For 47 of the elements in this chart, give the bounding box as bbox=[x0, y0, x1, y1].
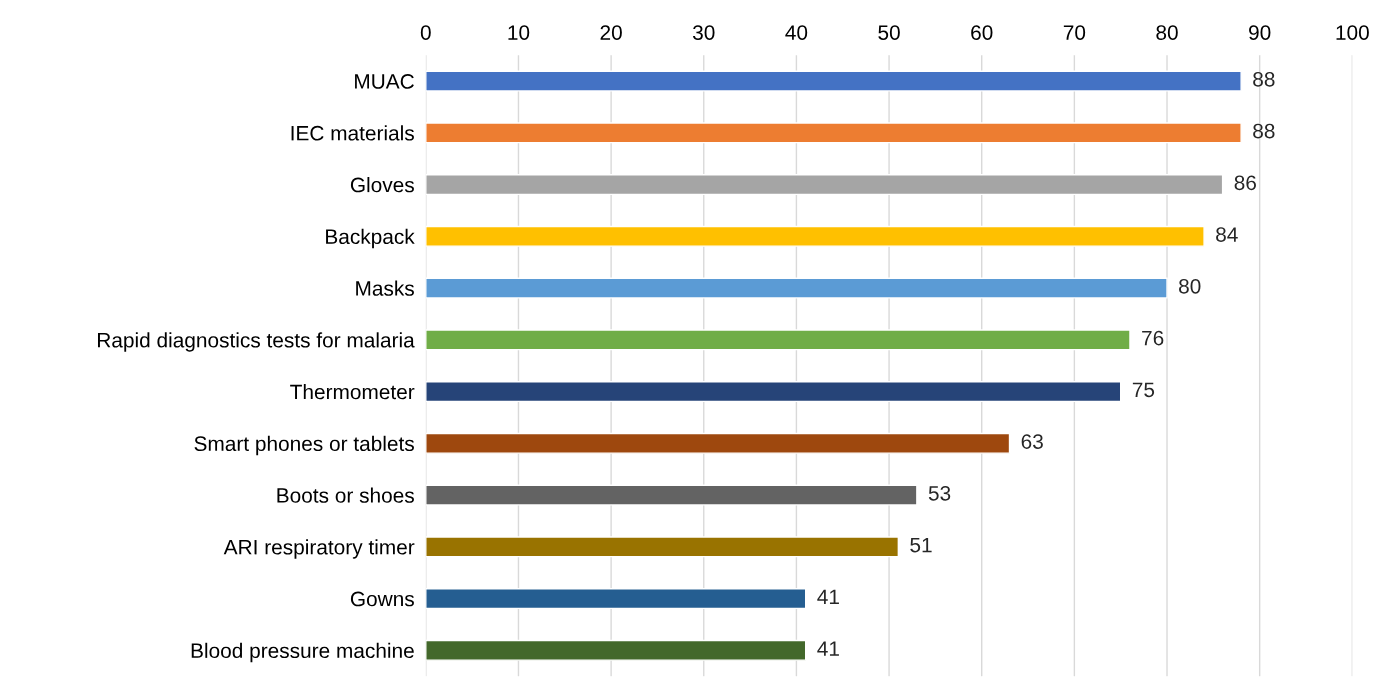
y-tick-label: MUAC bbox=[355, 74, 414, 89]
bar bbox=[425, 277, 1168, 299]
x-tick-label: 80 bbox=[1156, 25, 1178, 40]
data-label: 51 bbox=[910, 537, 932, 553]
y-tick-label: Gowns bbox=[350, 591, 414, 607]
bar bbox=[425, 381, 1122, 403]
bar bbox=[425, 432, 1011, 454]
data-label: 76 bbox=[1142, 330, 1164, 346]
bar bbox=[425, 484, 918, 506]
x-tick-label: 10 bbox=[508, 25, 530, 40]
data-label: 80 bbox=[1179, 278, 1201, 294]
bar bbox=[425, 225, 1205, 247]
x-tick-label: 100 bbox=[1336, 25, 1369, 40]
data-label: 41 bbox=[817, 589, 839, 604]
x-tick-label: 50 bbox=[878, 25, 900, 40]
bar bbox=[425, 174, 1224, 196]
y-tick-label: Blood pressure machine bbox=[191, 642, 414, 663]
bar bbox=[425, 70, 1242, 92]
data-label: 88 bbox=[1253, 71, 1275, 87]
data-label: 63 bbox=[1021, 434, 1043, 449]
data-label: 86 bbox=[1234, 175, 1256, 191]
x-tick-label: 30 bbox=[692, 25, 715, 40]
data-label: 84 bbox=[1216, 227, 1238, 242]
x-tick-label: 70 bbox=[1063, 25, 1086, 40]
data-label: 88 bbox=[1253, 123, 1275, 139]
x-tick-label: 40 bbox=[785, 25, 808, 40]
bar bbox=[425, 588, 807, 610]
bar bbox=[425, 329, 1131, 351]
y-tick-label: Rapid diagnostics tests for malaria bbox=[98, 332, 415, 352]
x-tick-label: 0 bbox=[420, 25, 431, 40]
y-tick-label: Backpack bbox=[326, 228, 415, 249]
y-tick-label: Gloves bbox=[350, 177, 414, 193]
y-tick-label: Masks bbox=[356, 280, 414, 296]
y-tick-label: ARI respiratory timer bbox=[223, 539, 415, 559]
data-label: 75 bbox=[1132, 382, 1155, 398]
y-tick-label: Thermometer bbox=[290, 384, 415, 400]
x-tick-label: 20 bbox=[600, 25, 622, 40]
x-tick-label: 90 bbox=[1249, 25, 1271, 40]
bar bbox=[425, 639, 807, 661]
data-label: 53 bbox=[928, 485, 951, 501]
y-tick-label: Boots or shoes bbox=[277, 487, 414, 503]
y-tick-label: Smart phones or tablets bbox=[194, 435, 414, 456]
data-label: 41 bbox=[817, 641, 839, 656]
bar bbox=[425, 122, 1242, 144]
y-tick-label: IEC materials bbox=[291, 125, 414, 141]
bar bbox=[425, 536, 900, 558]
x-tick-label: 60 bbox=[971, 25, 993, 40]
